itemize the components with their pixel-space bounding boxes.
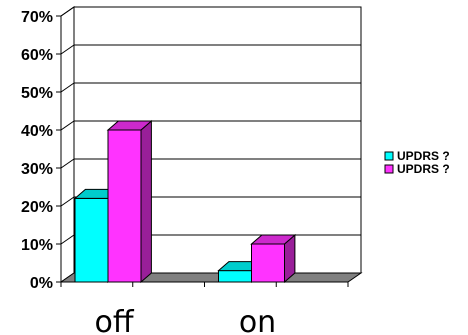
y-axis-ticks: 0% 10% 20% 30% 40% 50% 60% 70% (21, 9, 53, 292)
bar-side (140, 119, 152, 284)
x-tick-label: on (239, 305, 276, 335)
y-tick-label: 0% (30, 275, 53, 292)
bar (250, 233, 297, 284)
bar-front (218, 270, 252, 283)
side-wall (60, 6, 75, 283)
gridline-side (60, 196, 75, 207)
bar (106, 119, 153, 284)
bar-front (107, 129, 142, 283)
gridline-side (60, 234, 75, 245)
y-tick-label: 70% (21, 9, 53, 26)
gridline-side (60, 44, 75, 55)
x-tick-label: off (94, 305, 134, 335)
y-tick-label: 30% (21, 161, 53, 178)
legend: UPDRS ?UPDRS ? (384, 149, 450, 176)
legend-label: UPDRS ? (397, 162, 450, 176)
y-tick-label: 50% (21, 85, 53, 102)
y-tick-label: 20% (21, 199, 53, 216)
legend-swatch (384, 151, 394, 161)
bars (73, 119, 297, 284)
y-tick-label: 60% (21, 47, 53, 64)
legend-label: UPDRS ? (397, 149, 450, 163)
legend-swatch (384, 164, 394, 174)
bar-top (106, 120, 153, 131)
gridline-side (60, 6, 75, 17)
y-tick-label: 10% (21, 237, 53, 254)
gridline-side (60, 120, 75, 131)
bar-front (74, 197, 109, 283)
bar-front (251, 243, 285, 283)
gridline-side (60, 82, 75, 93)
y-tick-label: 40% (21, 123, 53, 140)
x-axis-ticks: off on (94, 305, 276, 335)
gridline-side (60, 158, 75, 169)
bar-top (250, 234, 297, 245)
